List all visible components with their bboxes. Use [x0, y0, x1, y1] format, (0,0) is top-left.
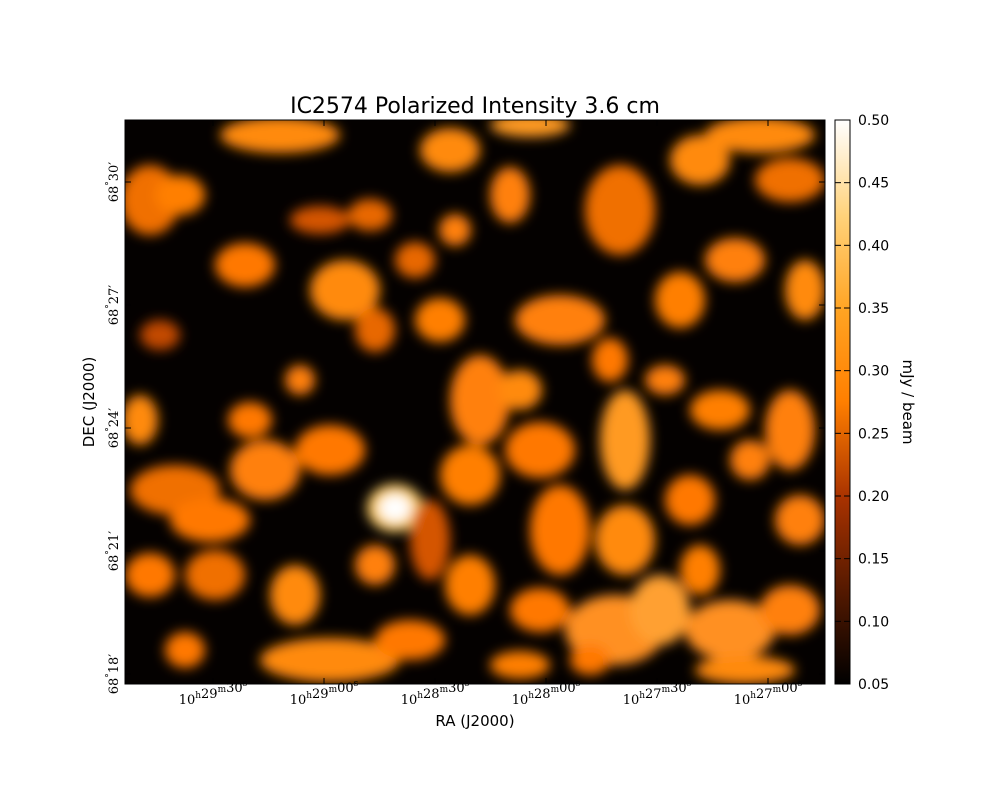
- map-frame: [124, 119, 826, 685]
- intensity-blob: [375, 620, 445, 660]
- intensity-blob: [630, 575, 690, 645]
- intensity-blob: [490, 120, 570, 137]
- colorbar-tick-label: 0.40: [858, 238, 889, 254]
- intensity-blob: [490, 651, 550, 679]
- colorbar-tick-label: 0.35: [858, 301, 889, 317]
- colorbar-tick-label: 0.50: [858, 113, 889, 129]
- intensity-blob: [695, 656, 795, 684]
- intensity-blob: [592, 338, 628, 382]
- intensity-blob: [705, 120, 815, 153]
- colorbar-gradient: [834, 119, 851, 685]
- intensity-blob: [510, 588, 570, 632]
- intensity-blob: [490, 167, 530, 223]
- intensity-blob: [348, 199, 392, 231]
- x-tick-label: 10h28m00s: [512, 679, 581, 708]
- colorbar-tick-label: 0.45: [858, 176, 889, 192]
- y-tick-label: 68°24′: [105, 408, 122, 449]
- intensity-blob: [775, 495, 825, 545]
- intensity-blob: [395, 242, 435, 278]
- intensity-blob: [260, 638, 400, 682]
- intensity-blob: [355, 308, 395, 352]
- intensity-blob: [755, 158, 825, 202]
- intensity-blob: [415, 298, 465, 342]
- intensity-blob: [290, 206, 350, 234]
- intensity-blob: [665, 475, 715, 525]
- intensity-blob: [498, 370, 542, 410]
- intensity-blob: [270, 565, 320, 625]
- y-axis-label: DEC (J2000): [80, 357, 98, 448]
- colorbar-tick-label: 0.15: [858, 552, 889, 568]
- intensity-blob: [379, 494, 411, 522]
- intensity-blob: [705, 238, 765, 282]
- intensity-blob: [450, 355, 510, 445]
- intensity-blob: [530, 485, 590, 575]
- intensity-blob: [685, 600, 775, 660]
- colorbar-label: mJy / beam: [899, 359, 917, 444]
- y-tick-label: 68°30′: [105, 162, 122, 203]
- intensity-blob: [690, 390, 750, 430]
- intensity-blob: [185, 550, 245, 600]
- intensity-blob: [125, 395, 158, 445]
- x-tick-label: 10h29m30s: [179, 679, 248, 708]
- colorbar-tick-label: 0.20: [858, 489, 889, 505]
- intensity-blob: [170, 498, 250, 542]
- chart-title: IC2574 Polarized Intensity 3.6 cm: [290, 94, 660, 119]
- intensity-blob: [440, 445, 500, 505]
- intensity-blob: [155, 175, 205, 215]
- intensity-blob: [645, 365, 685, 395]
- y-tick-label: 68°18′: [105, 654, 122, 695]
- intensity-blob: [655, 272, 705, 328]
- colorbar-tick-label: 0.05: [858, 677, 889, 693]
- intensity-blob: [585, 165, 655, 255]
- intensity-blob: [730, 440, 770, 480]
- intensity-blob: [295, 425, 365, 475]
- x-tick-label: 10h27m30s: [623, 679, 692, 708]
- x-tick-label: 10h29m00s: [290, 679, 359, 708]
- intensity-blob: [125, 553, 175, 597]
- x-axis-ticks: 10h29m30s 10h29m00s 10h28m30s 10h28m00s 10h2…: [179, 120, 803, 708]
- colorbar: 0.05 0.10 0.15 0.20 0.25 0.30 0.35 0.40 0.45 0.50…: [834, 113, 917, 693]
- intensity-blob: [595, 505, 655, 575]
- intensity-blob: [215, 243, 275, 287]
- intensity-blob: [570, 645, 610, 675]
- colorbar-tick-label: 0.10: [858, 614, 889, 630]
- intensity-blob: [355, 545, 395, 585]
- intensity-blob: [439, 214, 471, 246]
- colorbar-tick-label: 0.30: [858, 364, 889, 380]
- y-axis-ticks: 68°18′ 68°21′ 68°24′ 68°27′ 68°30′: [105, 162, 825, 695]
- intensity-blob: [670, 135, 730, 185]
- intensity-blob: [600, 390, 650, 490]
- colorbar-tick-label: 0.25: [858, 426, 889, 442]
- intensity-blob: [165, 632, 205, 668]
- intensity-blob: [505, 422, 575, 478]
- intensity-blob: [515, 295, 605, 345]
- x-tick-label: 10h27m00s: [734, 679, 803, 708]
- intensity-blob: [140, 320, 180, 350]
- x-tick-label: 10h28m30s: [401, 679, 470, 708]
- x-axis-label: RA (J2000): [435, 712, 514, 730]
- intensity-map: [125, 120, 825, 684]
- intensity-blob: [680, 545, 720, 595]
- intensity-blob: [785, 260, 825, 320]
- intensity-blob: [765, 390, 815, 470]
- intensity-blob: [285, 365, 315, 395]
- intensity-blob: [420, 128, 480, 172]
- intensity-blob: [228, 402, 272, 438]
- intensity-blob: [220, 120, 340, 153]
- y-tick-label: 68°27′: [105, 285, 122, 326]
- intensity-blob: [230, 440, 300, 500]
- intensity-blob: [410, 500, 450, 580]
- colorbar-ticks: 0.05 0.10 0.15 0.20 0.25 0.30 0.35 0.40 0.45 0.50: [835, 113, 889, 693]
- intensity-blob: [445, 555, 495, 615]
- intensity-blob: [310, 260, 380, 320]
- intensity-blob: [760, 585, 820, 635]
- y-tick-label: 68°21′: [105, 531, 122, 572]
